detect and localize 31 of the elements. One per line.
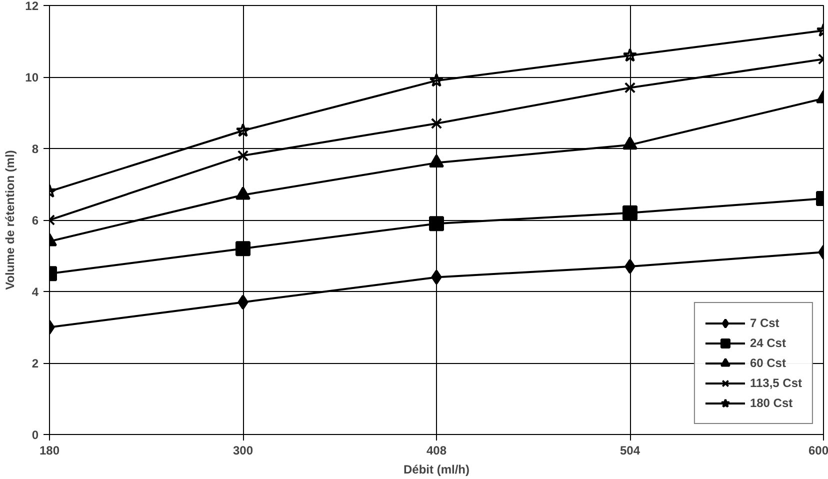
y-tick-label: 8 xyxy=(32,142,39,156)
y-tick-label: 2 xyxy=(32,356,39,370)
y-axis-title: Volume de rétention (ml) xyxy=(3,150,18,290)
x-tick-label: 504 xyxy=(620,444,640,458)
point xyxy=(429,216,444,232)
legend-label: 180 Cst xyxy=(750,396,793,410)
x-tick-label: 600 xyxy=(808,444,828,458)
x-tick-label: 300 xyxy=(232,444,254,458)
y-tick-label: 4 xyxy=(32,285,39,299)
point xyxy=(622,48,638,62)
y-tick-label: 6 xyxy=(32,214,39,228)
point xyxy=(236,123,250,137)
point xyxy=(236,241,250,256)
x-tick-label: 408 xyxy=(426,444,447,458)
legend-label: 7 Cst xyxy=(750,316,780,330)
point xyxy=(624,258,636,274)
y-tick-label: 10 xyxy=(25,70,39,84)
point xyxy=(624,82,636,94)
point xyxy=(429,73,444,87)
point xyxy=(622,205,638,220)
point xyxy=(430,118,442,130)
point xyxy=(238,294,248,310)
point xyxy=(431,270,442,285)
y-tick-label: 0 xyxy=(32,428,39,442)
y-tick-label: 12 xyxy=(25,0,39,13)
x-axis-title: Débit (ml/h) xyxy=(404,462,470,476)
point xyxy=(237,150,249,162)
x-tick-label: 180 xyxy=(39,444,60,458)
legend-label: 60 Cst xyxy=(750,356,786,370)
legend-label: 113,5 Cst xyxy=(750,376,802,390)
legend-label: 24 Cst xyxy=(750,336,786,350)
